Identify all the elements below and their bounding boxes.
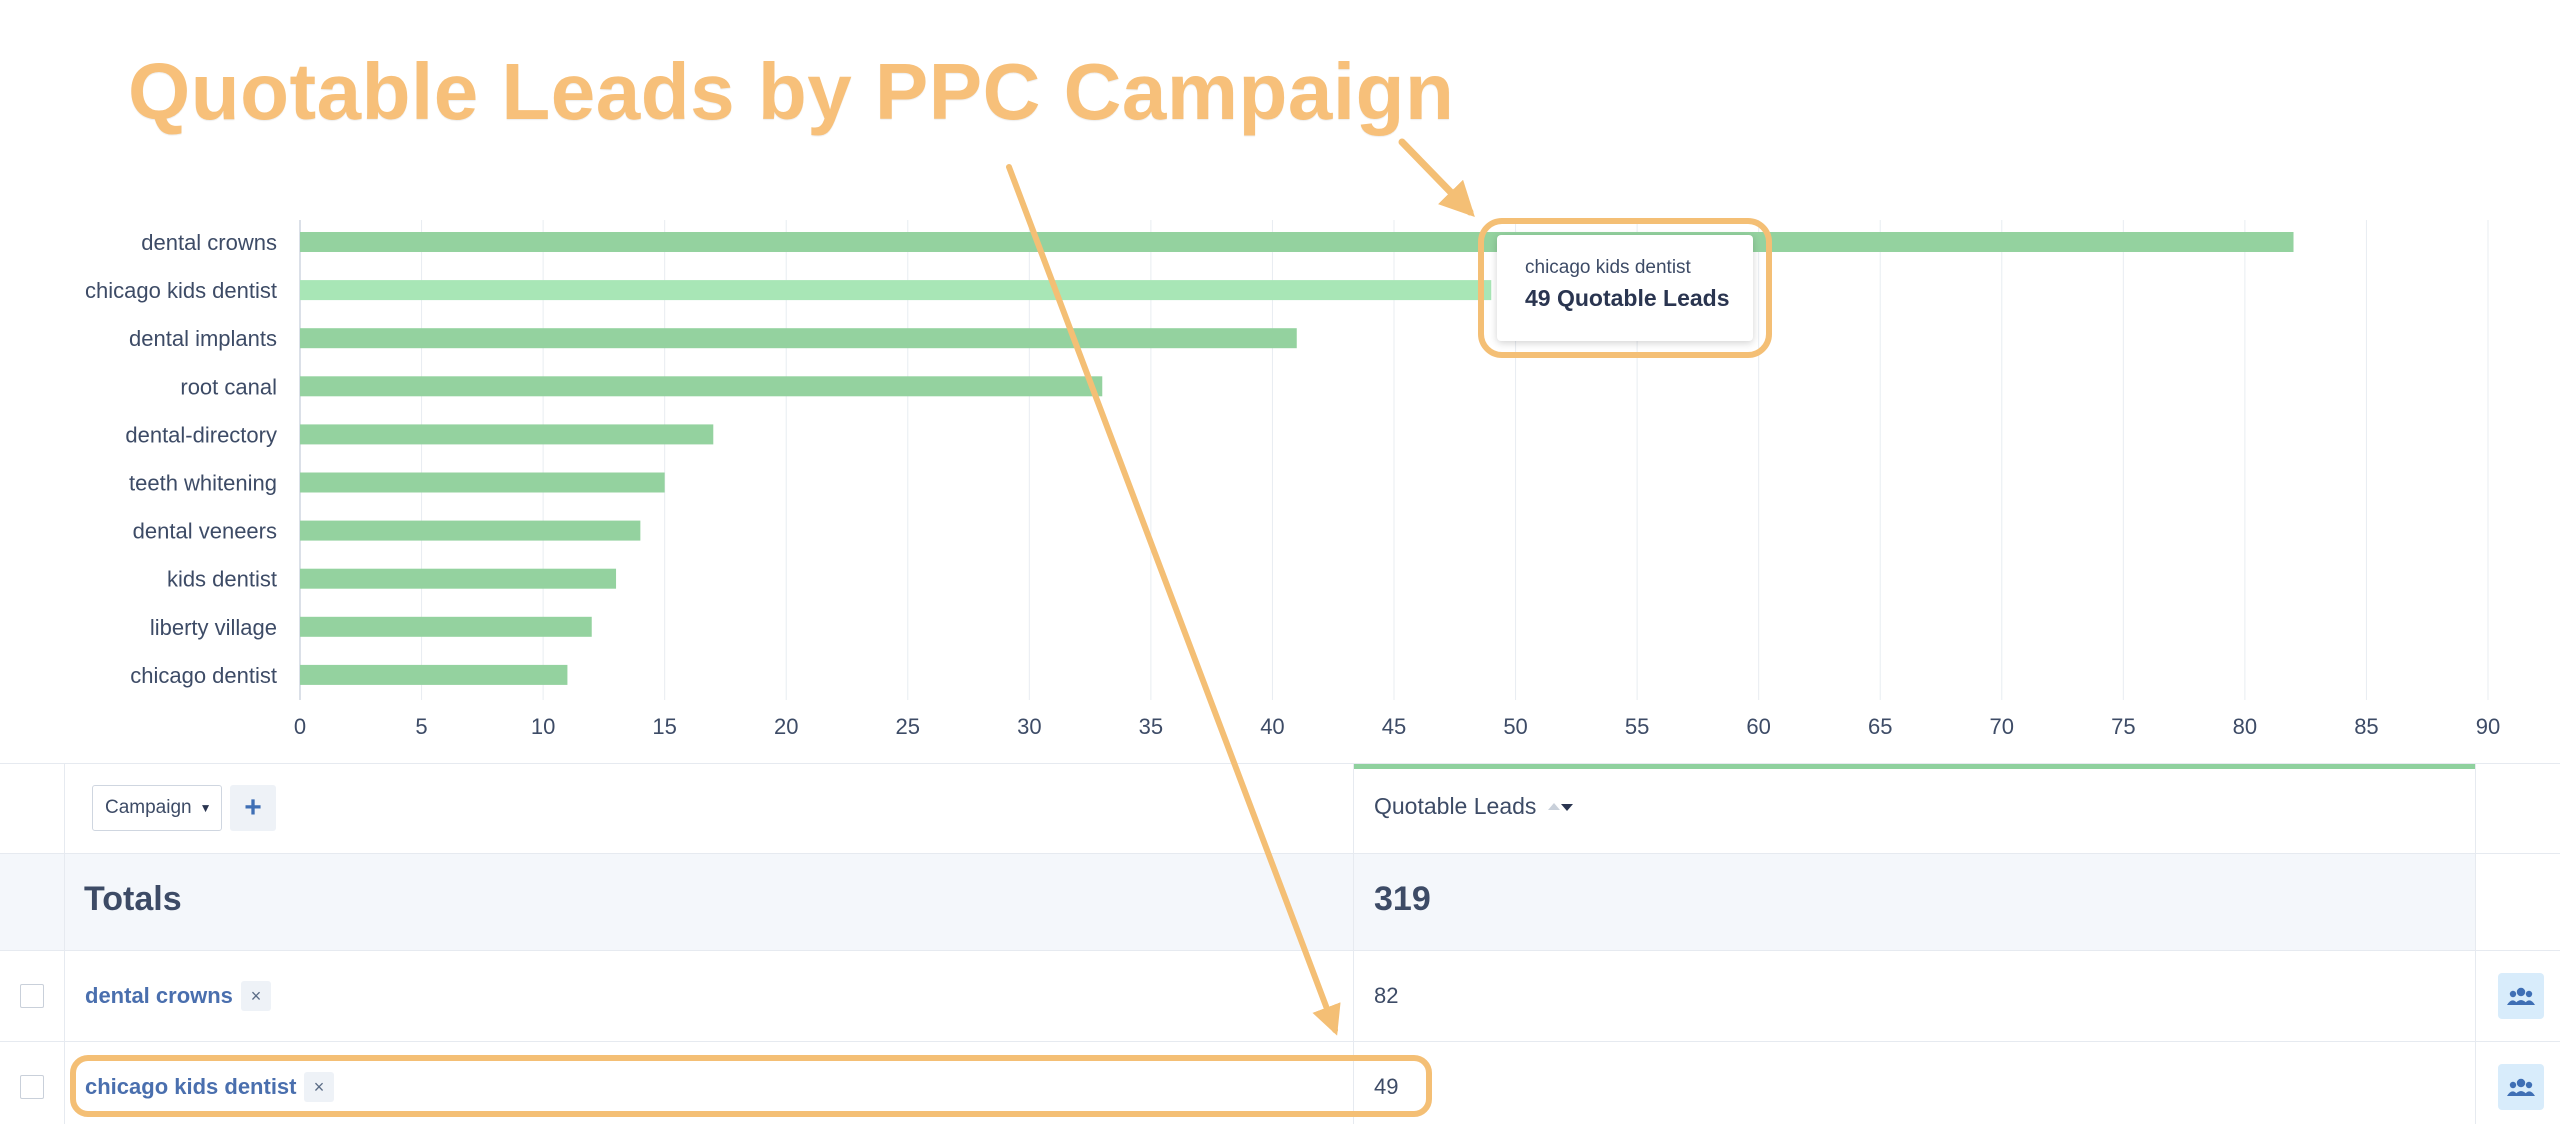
category-label: dental-directory [125, 422, 277, 447]
x-tick-label: 80 [2233, 714, 2257, 739]
column-divider [64, 763, 65, 1124]
x-tick-label: 40 [1260, 714, 1284, 739]
table-divider [0, 763, 2560, 764]
chart-category-labels: dental crowns chicago kids dentist dental … [85, 230, 277, 688]
chart-bar[interactable] [300, 616, 592, 637]
x-tick-label: 70 [1990, 714, 2014, 739]
x-tick-label: 35 [1139, 714, 1163, 739]
close-icon[interactable]: × [241, 981, 271, 1011]
x-tick-label: 5 [415, 714, 427, 739]
table-row-value: 49 [1374, 1074, 1399, 1099]
chart-bar[interactable] [300, 664, 568, 685]
sort-icon[interactable] [1546, 800, 1576, 814]
metric-column-header[interactable]: Quotable Leads [1374, 793, 1576, 820]
tooltip-highlight-box [1478, 218, 1772, 358]
totals-value: 319 [1374, 880, 1431, 918]
category-label: root canal [180, 374, 277, 399]
row-checkbox[interactable] [20, 984, 44, 1008]
table-row-name[interactable]: dental crowns [85, 983, 233, 1008]
category-label: liberty village [150, 615, 277, 640]
dimension-select-value: Campaign [105, 797, 192, 818]
chevron-down-icon: ▼ [199, 801, 212, 815]
x-tick-label: 15 [652, 714, 676, 739]
category-label: dental veneers [133, 519, 277, 544]
x-tick-label: 60 [1746, 714, 1770, 739]
column-divider [1353, 763, 1354, 1124]
totals-row [0, 853, 2475, 950]
x-tick-label: 10 [531, 714, 555, 739]
annotation-title: Quotable Leads by PPC Campaign [128, 47, 1455, 136]
x-tick-label: 85 [2354, 714, 2378, 739]
x-tick-label: 20 [774, 714, 798, 739]
chart-bar[interactable] [300, 376, 1103, 397]
table-row-name[interactable]: chicago kids dentist [85, 1074, 297, 1099]
table-divider [0, 853, 2560, 854]
category-label: teeth whitening [129, 471, 277, 496]
close-icon[interactable]: × [304, 1072, 334, 1102]
dimension-select[interactable]: Campaign ▼ [92, 785, 222, 831]
users-icon[interactable] [2498, 1064, 2544, 1110]
chart-tooltip: chicago kids dentist 49 Quotable Leads [1497, 235, 1753, 341]
chart-bar[interactable] [300, 568, 617, 589]
chart-bar[interactable] [300, 328, 1297, 349]
chart-x-ticks: 0 5 10 15 20 25 30 35 40 45 50 55 60 65 70 75 80 85 90 [294, 714, 2500, 739]
column-divider [2475, 763, 2476, 1124]
category-label: chicago dentist [130, 663, 277, 688]
chart-bars [300, 232, 2294, 685]
x-tick-label: 65 [1868, 714, 1892, 739]
chart-bar[interactable] [300, 280, 1492, 301]
x-tick-label: 30 [1017, 714, 1041, 739]
chart-bar[interactable] [300, 424, 714, 445]
table-row-value: 82 [1374, 983, 1399, 1008]
tooltip-campaign: chicago kids dentist [1525, 257, 1691, 278]
category-label: dental implants [129, 326, 277, 351]
users-icon[interactable] [2498, 973, 2544, 1019]
x-tick-label: 45 [1382, 714, 1406, 739]
metric-column-header-label: Quotable Leads [1374, 793, 1537, 819]
x-tick-label: 0 [294, 714, 306, 739]
row-checkbox[interactable] [20, 1075, 44, 1099]
table-divider [0, 950, 2560, 951]
x-tick-label: 25 [896, 714, 920, 739]
chart-bar[interactable] [300, 232, 2294, 252]
category-label: chicago kids dentist [85, 278, 277, 303]
chart-bar[interactable] [300, 520, 641, 541]
category-label: kids dentist [167, 567, 277, 592]
totals-label: Totals [84, 880, 182, 918]
add-dimension-button[interactable]: + [230, 785, 276, 831]
bar-chart: dental crowns chicago kids dentist dental … [85, 220, 2500, 739]
x-tick-label: 50 [1503, 714, 1527, 739]
tooltip-value-suffix: Quotable Leads [1556, 285, 1730, 311]
category-label: dental crowns [141, 230, 277, 255]
metric-column-accent [1353, 763, 2475, 769]
tooltip-value-number: 49 [1525, 285, 1551, 311]
x-tick-label: 55 [1625, 714, 1649, 739]
row-highlight-box [70, 1055, 1432, 1117]
x-tick-label: 90 [2476, 714, 2500, 739]
x-tick-label: 75 [2111, 714, 2135, 739]
table-divider [0, 1041, 2560, 1042]
chart-bar[interactable] [300, 472, 665, 493]
tooltip-value: 49 Quotable Leads [1525, 285, 1730, 312]
